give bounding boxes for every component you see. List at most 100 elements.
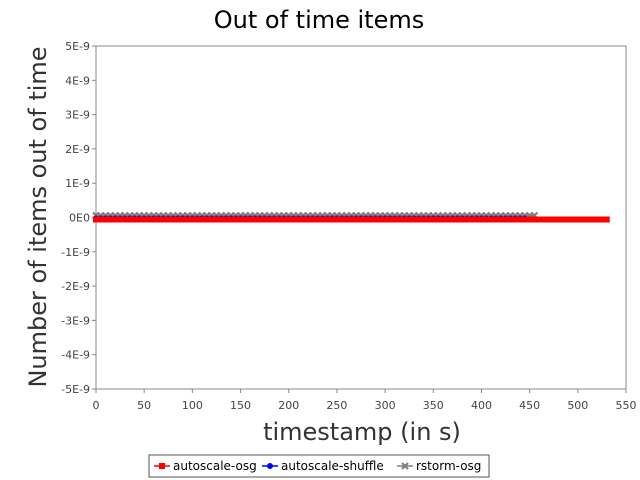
data-point <box>252 216 258 223</box>
data-point <box>517 216 523 223</box>
data-point <box>276 216 283 223</box>
y-tick-label: -4E-9 <box>61 349 90 362</box>
legend: autoscale-osg autoscale-shuffle rstorm-osg <box>148 454 490 478</box>
x-tick-label: 300 <box>375 399 396 412</box>
data-point <box>372 216 379 223</box>
data-point <box>603 216 610 223</box>
legend-entry: rstorm-osg <box>397 459 481 473</box>
x-axis-label: timestamp (in s) <box>263 418 461 446</box>
data-point <box>362 216 369 223</box>
data-point <box>401 462 409 470</box>
data-point <box>512 216 519 223</box>
data-point <box>305 216 311 223</box>
data-point <box>550 216 557 223</box>
data-point <box>468 216 475 223</box>
data-point <box>502 216 509 223</box>
data-point <box>406 216 413 223</box>
data-point <box>309 216 316 223</box>
y-tick-label: 3E-9 <box>65 109 90 122</box>
data-point <box>184 216 191 223</box>
legend-label: rstorm-osg <box>416 459 481 473</box>
data-point <box>492 216 499 223</box>
data-point <box>266 216 273 223</box>
x-tick-label: 0 <box>93 399 100 412</box>
x-tick-label: 250 <box>326 399 347 412</box>
data-point <box>324 216 331 223</box>
data-point <box>497 216 504 223</box>
data-point <box>435 216 442 223</box>
y-tick-label: -2E-9 <box>61 280 90 293</box>
data-point <box>160 216 167 223</box>
data-point <box>319 216 326 223</box>
data-point <box>314 216 321 223</box>
data-point <box>102 216 109 223</box>
data-point <box>598 216 605 223</box>
data-point <box>358 216 364 223</box>
data-point <box>531 216 538 223</box>
data-point <box>449 216 456 223</box>
data-point <box>386 216 393 223</box>
data-point <box>353 216 360 223</box>
data-point <box>425 216 432 223</box>
data-point <box>150 216 157 223</box>
legend-label: autoscale-shuffle <box>281 459 384 473</box>
data-point <box>300 216 307 223</box>
data-point <box>199 216 205 223</box>
data-point <box>594 216 601 223</box>
legend-entry: autoscale-osg <box>154 459 257 473</box>
data-point <box>333 216 340 223</box>
data-point <box>391 216 398 223</box>
data-point <box>483 216 490 223</box>
y-tick-label: -1E-9 <box>61 246 90 259</box>
data-point <box>112 216 119 223</box>
x-tick-label: 200 <box>278 399 299 412</box>
data-point <box>165 216 172 223</box>
data-point <box>93 216 99 223</box>
data-point <box>107 216 114 223</box>
data-point <box>223 216 230 223</box>
data-point <box>377 216 384 223</box>
data-point <box>367 216 374 223</box>
data-point <box>242 216 249 223</box>
data-point <box>536 216 543 223</box>
data-point <box>343 216 350 223</box>
data-point <box>136 216 143 223</box>
data-point <box>247 216 254 223</box>
data-point <box>227 216 234 223</box>
data-point <box>411 216 417 223</box>
data-point <box>488 216 495 223</box>
data-point <box>159 463 165 469</box>
data-point <box>271 216 278 223</box>
data-point <box>121 216 128 223</box>
data-point <box>521 216 528 223</box>
data-point <box>584 216 591 223</box>
data-point <box>555 216 562 223</box>
data-point <box>382 216 389 223</box>
data-point <box>179 216 186 223</box>
data-point <box>565 216 572 223</box>
data-point <box>213 216 220 223</box>
y-tick-label: -5E-9 <box>61 383 90 396</box>
series-autoscale-osg <box>93 216 610 223</box>
data-point <box>545 216 552 223</box>
data-point <box>454 216 461 223</box>
data-point <box>401 216 408 223</box>
data-point <box>541 216 548 223</box>
data-point <box>459 216 466 223</box>
data-point <box>208 216 215 223</box>
y-tick-label: 0E0 <box>69 212 90 225</box>
data-point <box>174 216 181 223</box>
data-point <box>97 216 104 223</box>
legend-label: autoscale-osg <box>173 459 257 473</box>
y-tick-label: 4E-9 <box>65 74 90 87</box>
data-point <box>396 216 403 223</box>
y-tick-label: 5E-9 <box>65 40 90 53</box>
data-point <box>478 216 485 223</box>
x-tick-label: 550 <box>616 399 637 412</box>
series-layer <box>92 211 610 223</box>
data-point <box>285 216 292 223</box>
data-point <box>560 216 567 223</box>
data-point <box>117 216 124 223</box>
x-tick-label: 400 <box>471 399 492 412</box>
